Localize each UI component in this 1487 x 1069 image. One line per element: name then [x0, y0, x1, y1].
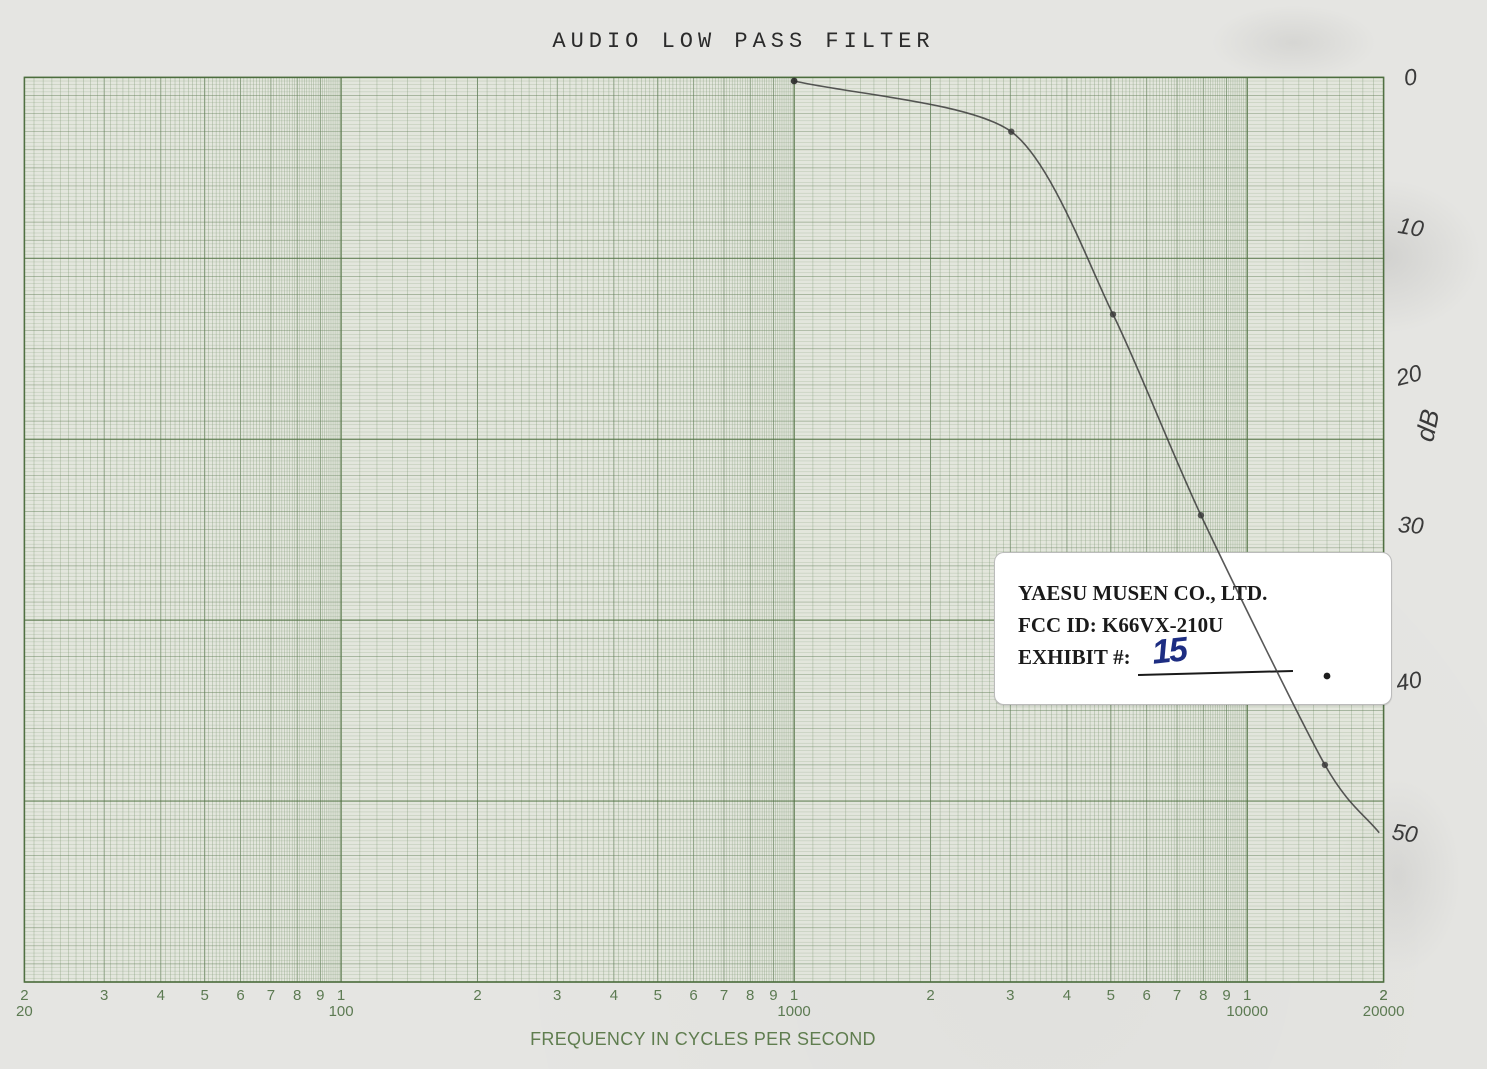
- svg-text:8: 8: [1199, 987, 1207, 1004]
- svg-text:1: 1: [1243, 987, 1251, 1004]
- svg-text:9: 9: [316, 987, 324, 1004]
- svg-text:9: 9: [769, 987, 777, 1004]
- svg-text:7: 7: [267, 987, 275, 1004]
- svg-text:4: 4: [610, 987, 618, 1004]
- svg-text:2: 2: [926, 987, 934, 1004]
- svg-text:10000: 10000: [1226, 1003, 1268, 1020]
- svg-text:20: 20: [16, 1003, 33, 1020]
- svg-text:6: 6: [689, 987, 697, 1004]
- svg-text:100: 100: [329, 1003, 354, 1020]
- svg-text:8: 8: [293, 987, 301, 1004]
- svg-text:3: 3: [1006, 987, 1014, 1004]
- svg-text:8: 8: [746, 987, 754, 1004]
- svg-text:7: 7: [1173, 987, 1181, 1004]
- svg-text:20000: 20000: [1363, 1003, 1405, 1020]
- svg-text:9: 9: [1222, 987, 1230, 1004]
- svg-text:3: 3: [100, 987, 108, 1004]
- svg-text:7: 7: [720, 987, 728, 1004]
- svg-text:5: 5: [654, 987, 662, 1004]
- svg-text:3: 3: [553, 987, 561, 1004]
- svg-text:1: 1: [790, 987, 798, 1004]
- svg-text:2: 2: [473, 987, 481, 1004]
- svg-text:5: 5: [1107, 987, 1115, 1004]
- svg-text:5: 5: [201, 987, 209, 1004]
- svg-text:2: 2: [1379, 987, 1387, 1004]
- svg-text:4: 4: [157, 987, 165, 1004]
- svg-text:1: 1: [337, 987, 345, 1004]
- svg-text:2: 2: [20, 987, 28, 1004]
- svg-text:1000: 1000: [777, 1003, 810, 1020]
- svg-text:4: 4: [1063, 987, 1071, 1004]
- svg-text:6: 6: [236, 987, 244, 1004]
- svg-text:6: 6: [1143, 987, 1151, 1004]
